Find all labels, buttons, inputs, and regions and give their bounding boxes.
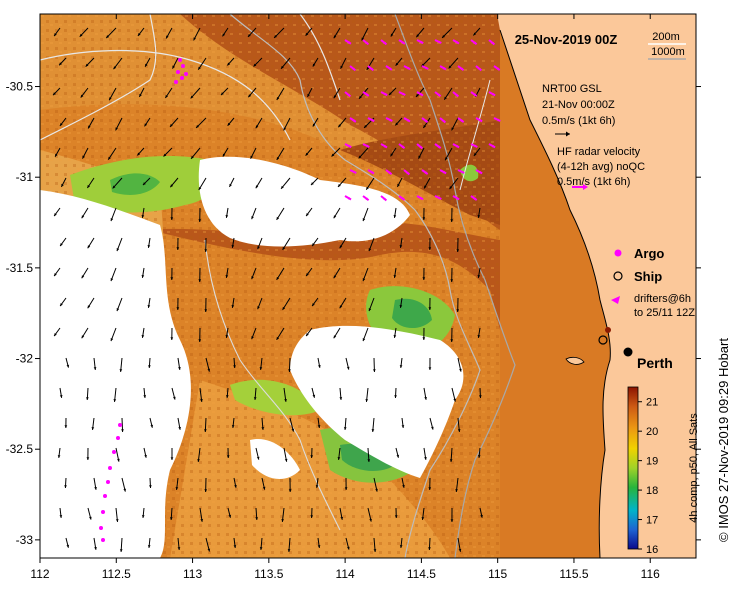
x-tick-label: 113.5	[254, 567, 283, 581]
drifters-legend-line1: drifters@6h	[634, 293, 691, 305]
y-tick-label: -30.5	[6, 80, 34, 94]
model-legend-name: NRT00 GSL	[542, 83, 602, 95]
map-title: 25-Nov-2019 00Z	[515, 32, 618, 47]
colorbar-tick-label: 17	[646, 515, 658, 527]
y-tick-label: -31.5	[6, 261, 34, 275]
x-tick-label: 115.5	[559, 567, 588, 581]
drifters-legend-line2: to 25/11 12Z	[634, 307, 695, 319]
model-legend-time: 21-Nov 00:00Z	[542, 99, 615, 111]
argo-marker-icon	[615, 250, 622, 257]
colorbar-tick-label: 18	[646, 485, 658, 497]
x-tick-label: 112	[30, 567, 49, 581]
x-tick-label: 113	[183, 567, 202, 581]
y-tick-label: -32.5	[6, 442, 34, 456]
x-tick-label: 115	[488, 567, 507, 581]
colorbar-tick-label: 20	[646, 426, 658, 438]
x-tick-label: 114.5	[407, 567, 436, 581]
y-tick-label: -31	[16, 170, 34, 184]
ship-legend-label: Ship	[634, 269, 662, 284]
colorbar-label: 4h comp, p50, All Sats	[688, 413, 700, 523]
radar-legend-name: HF radar velocity	[557, 146, 641, 158]
colorbar-tick-label: 16	[646, 544, 658, 556]
x-tick-label: 112.5	[102, 567, 131, 581]
argo-legend-label: Argo	[634, 246, 664, 261]
perth-label: Perth	[637, 355, 673, 371]
credit-text: © IMOS 27-Nov-2019 09:29 Hobart	[716, 338, 731, 542]
colorbar-tick-label: 21	[646, 397, 658, 409]
y-tick-label: -32	[16, 352, 34, 366]
radar-legend-scale: 0.5m/s (1kt 6h)	[557, 176, 630, 188]
radar-legend-avg: (4-12h avg) noQC	[557, 161, 645, 173]
isobath-1000m-label: 1000m	[651, 46, 685, 58]
y-tick-label: -33	[16, 533, 34, 547]
model-legend-scale: 0.5m/s (1kt 6h)	[542, 115, 615, 127]
isobath-200m-label: 200m	[652, 31, 680, 43]
colorbar-tick-label: 19	[646, 456, 658, 468]
x-tick-label: 114	[336, 567, 355, 581]
x-tick-label: 116	[641, 567, 660, 581]
